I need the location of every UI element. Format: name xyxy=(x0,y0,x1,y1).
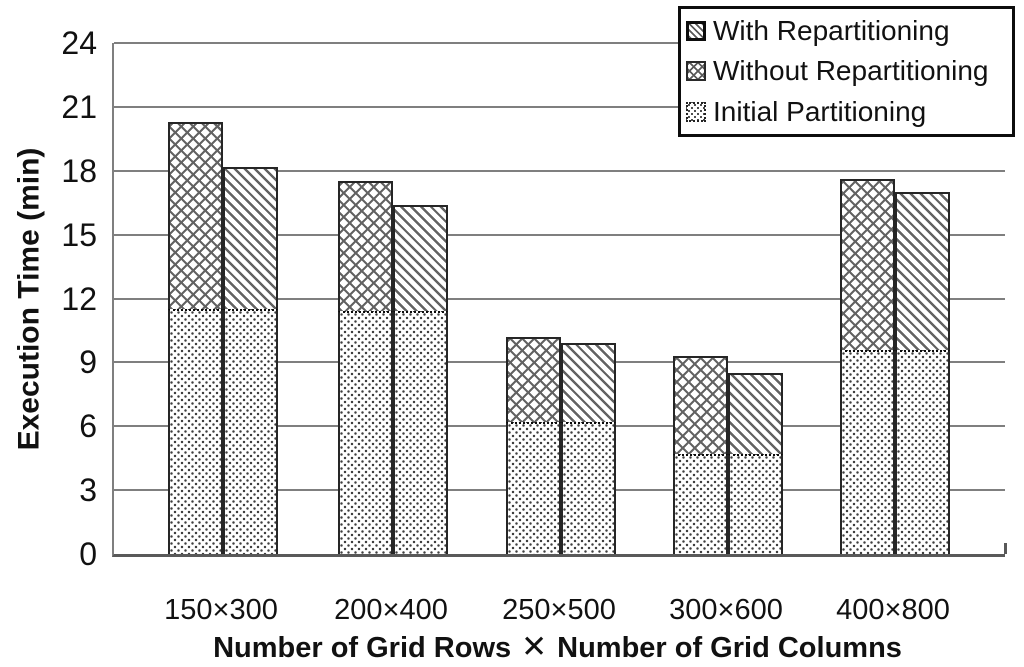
x-axis-title: Number of Grid Rows ✕ Number of Grid Colum… xyxy=(112,628,1003,666)
bar-200x400-with-repartitioning xyxy=(393,204,448,554)
x-axis-title-part1: Number of Grid Rows xyxy=(213,632,512,664)
legend: With Repartitioning Without Repartitioni… xyxy=(678,6,1015,137)
gridline-y-21 xyxy=(114,105,1005,108)
segment-with-repartitioning xyxy=(561,343,616,422)
diagonal-hatch-swatch-icon xyxy=(686,21,706,42)
segment-initial-partitioning xyxy=(895,349,950,554)
segment-initial-partitioning xyxy=(840,349,895,554)
x-axis-title-part2: Number of Grid Columns xyxy=(557,632,902,664)
bar-250x500-with-repartitioning xyxy=(561,343,616,554)
gridline-y-15 xyxy=(114,233,1005,236)
segment-with-repartitioning xyxy=(895,192,950,350)
bar-150x300-with-repartitioning xyxy=(223,166,278,554)
crosshatch-swatch-icon xyxy=(686,61,706,82)
bar-400x800-without-repartitioning xyxy=(840,179,895,554)
segment-initial-partitioning xyxy=(338,311,393,554)
segment-initial-partitioning xyxy=(393,311,448,554)
segment-with-repartitioning xyxy=(728,373,783,454)
dots-swatch-icon xyxy=(686,101,706,122)
bar-250x500-without-repartitioning xyxy=(506,336,561,554)
legend-label: With Repartitioning xyxy=(713,15,950,47)
y-tick-label-6: 6 xyxy=(79,408,97,445)
legend-label: Initial Partitioning xyxy=(713,95,927,127)
x-tick-label-200x400: 200×400 xyxy=(334,594,448,626)
gridline-y-12 xyxy=(114,297,1005,300)
bar-200x400-without-repartitioning xyxy=(338,181,393,554)
segment-with-repartitioning xyxy=(223,166,278,310)
bar-300x600-with-repartitioning xyxy=(728,373,783,554)
segment-initial-partitioning xyxy=(561,421,616,554)
y-tick-label-12: 12 xyxy=(61,280,97,317)
bar-400x800-with-repartitioning xyxy=(895,192,950,554)
segment-initial-partitioning xyxy=(168,309,223,554)
segment-without-repartitioning xyxy=(673,356,728,454)
segment-without-repartitioning xyxy=(840,179,895,350)
segment-without-repartitioning xyxy=(168,121,223,310)
gridline-y-18 xyxy=(114,169,1005,172)
segment-initial-partitioning xyxy=(728,453,783,554)
legend-item-without-repartitioning: Without Repartitioning xyxy=(686,51,1012,91)
segment-initial-partitioning xyxy=(506,421,561,554)
bar-300x600-without-repartitioning xyxy=(673,356,728,554)
y-tick-label-15: 15 xyxy=(61,216,97,253)
y-tick-label-9: 9 xyxy=(79,344,97,381)
segment-with-repartitioning xyxy=(393,204,448,312)
legend-item-with-repartitioning: With Repartitioning xyxy=(686,11,1012,51)
x-tick-label-400x800: 400×800 xyxy=(836,594,950,626)
bar-150x300-without-repartitioning xyxy=(168,121,223,554)
segment-initial-partitioning xyxy=(673,453,728,554)
legend-item-initial-partitioning: Initial Partitioning xyxy=(686,92,1012,132)
y-tick-label-18: 18 xyxy=(61,152,97,189)
y-tick-label-3: 3 xyxy=(79,472,97,509)
y-tick-label-0: 0 xyxy=(79,536,97,572)
plot-area xyxy=(112,42,1007,557)
y-tick-label-24: 24 xyxy=(61,25,97,61)
gridline-y-24 xyxy=(114,42,1005,44)
legend-label: Without Repartitioning xyxy=(713,55,989,87)
x-tick-label-150x300: 150×300 xyxy=(164,594,278,626)
segment-without-repartitioning xyxy=(506,336,561,422)
x-tick-label-250x500: 250×500 xyxy=(502,594,616,626)
segment-without-repartitioning xyxy=(338,181,393,312)
x-tick-label-300x600: 300×600 xyxy=(669,594,783,626)
segment-initial-partitioning xyxy=(223,309,278,554)
multiplication-x-glyph: ✕ xyxy=(521,629,548,664)
y-tick-label-21: 21 xyxy=(61,88,97,125)
x-axis-right-tick xyxy=(1004,543,1007,554)
